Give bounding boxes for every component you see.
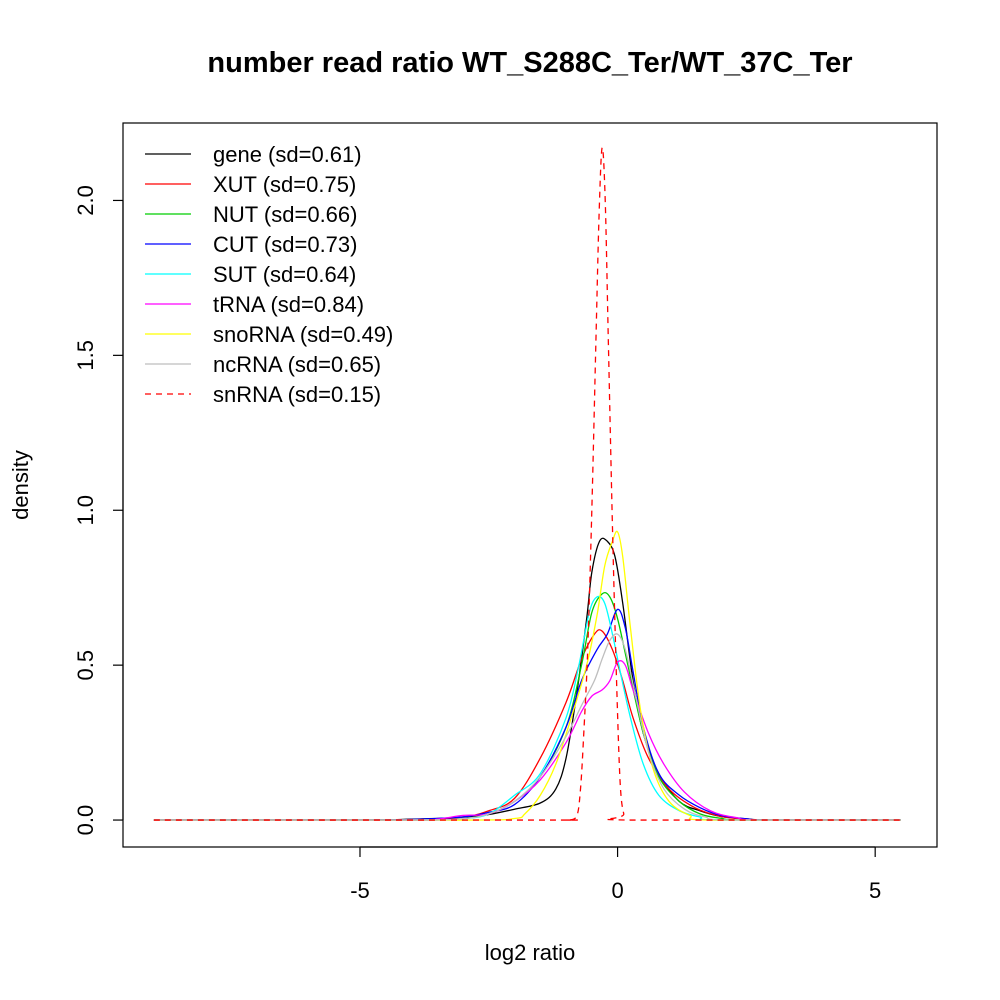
x-tick-label: 0 [611, 878, 623, 903]
y-axis: 0.0 0.5 1.0 1.5 2.0 [73, 185, 124, 836]
y-tick-label: 2.0 [73, 185, 98, 216]
chart-title: number read ratio WT_S288C_Ter/WT_37C_Te… [207, 47, 852, 79]
series-line-5 [153, 660, 901, 821]
y-tick-label: 1.0 [73, 495, 98, 526]
legend-label: tRNA (sd=0.84) [213, 292, 364, 317]
legend-label: gene (sd=0.61) [213, 142, 362, 167]
legend-label: snoRNA (sd=0.49) [213, 322, 393, 347]
y-tick-label: 0.0 [73, 805, 98, 836]
series-line-4 [153, 595, 901, 821]
y-tick-label: 1.5 [73, 340, 98, 371]
y-tick-label: 0.5 [73, 650, 98, 681]
legend-label: XUT (sd=0.75) [213, 172, 356, 197]
x-tick-label: 5 [869, 878, 881, 903]
legend: gene (sd=0.61) XUT (sd=0.75) NUT (sd=0.66)… [145, 142, 393, 407]
y-axis-label: density [8, 450, 33, 520]
series-line-3 [153, 608, 901, 821]
legend-label: CUT (sd=0.73) [213, 232, 357, 257]
legend-label: NUT (sd=0.66) [213, 202, 357, 227]
series-line-0 [153, 537, 901, 821]
x-tick-label: -5 [350, 878, 370, 903]
series-line-6 [153, 530, 901, 821]
series-line-8 [153, 147, 901, 821]
legend-label: ncRNA (sd=0.65) [213, 352, 381, 377]
legend-label: snRNA (sd=0.15) [213, 382, 381, 407]
x-axis: -5 0 5 [350, 846, 881, 903]
x-axis-label: log2 ratio [485, 940, 576, 965]
series-lines [153, 147, 901, 821]
series-line-7 [153, 633, 901, 821]
legend-label: SUT (sd=0.64) [213, 262, 356, 287]
